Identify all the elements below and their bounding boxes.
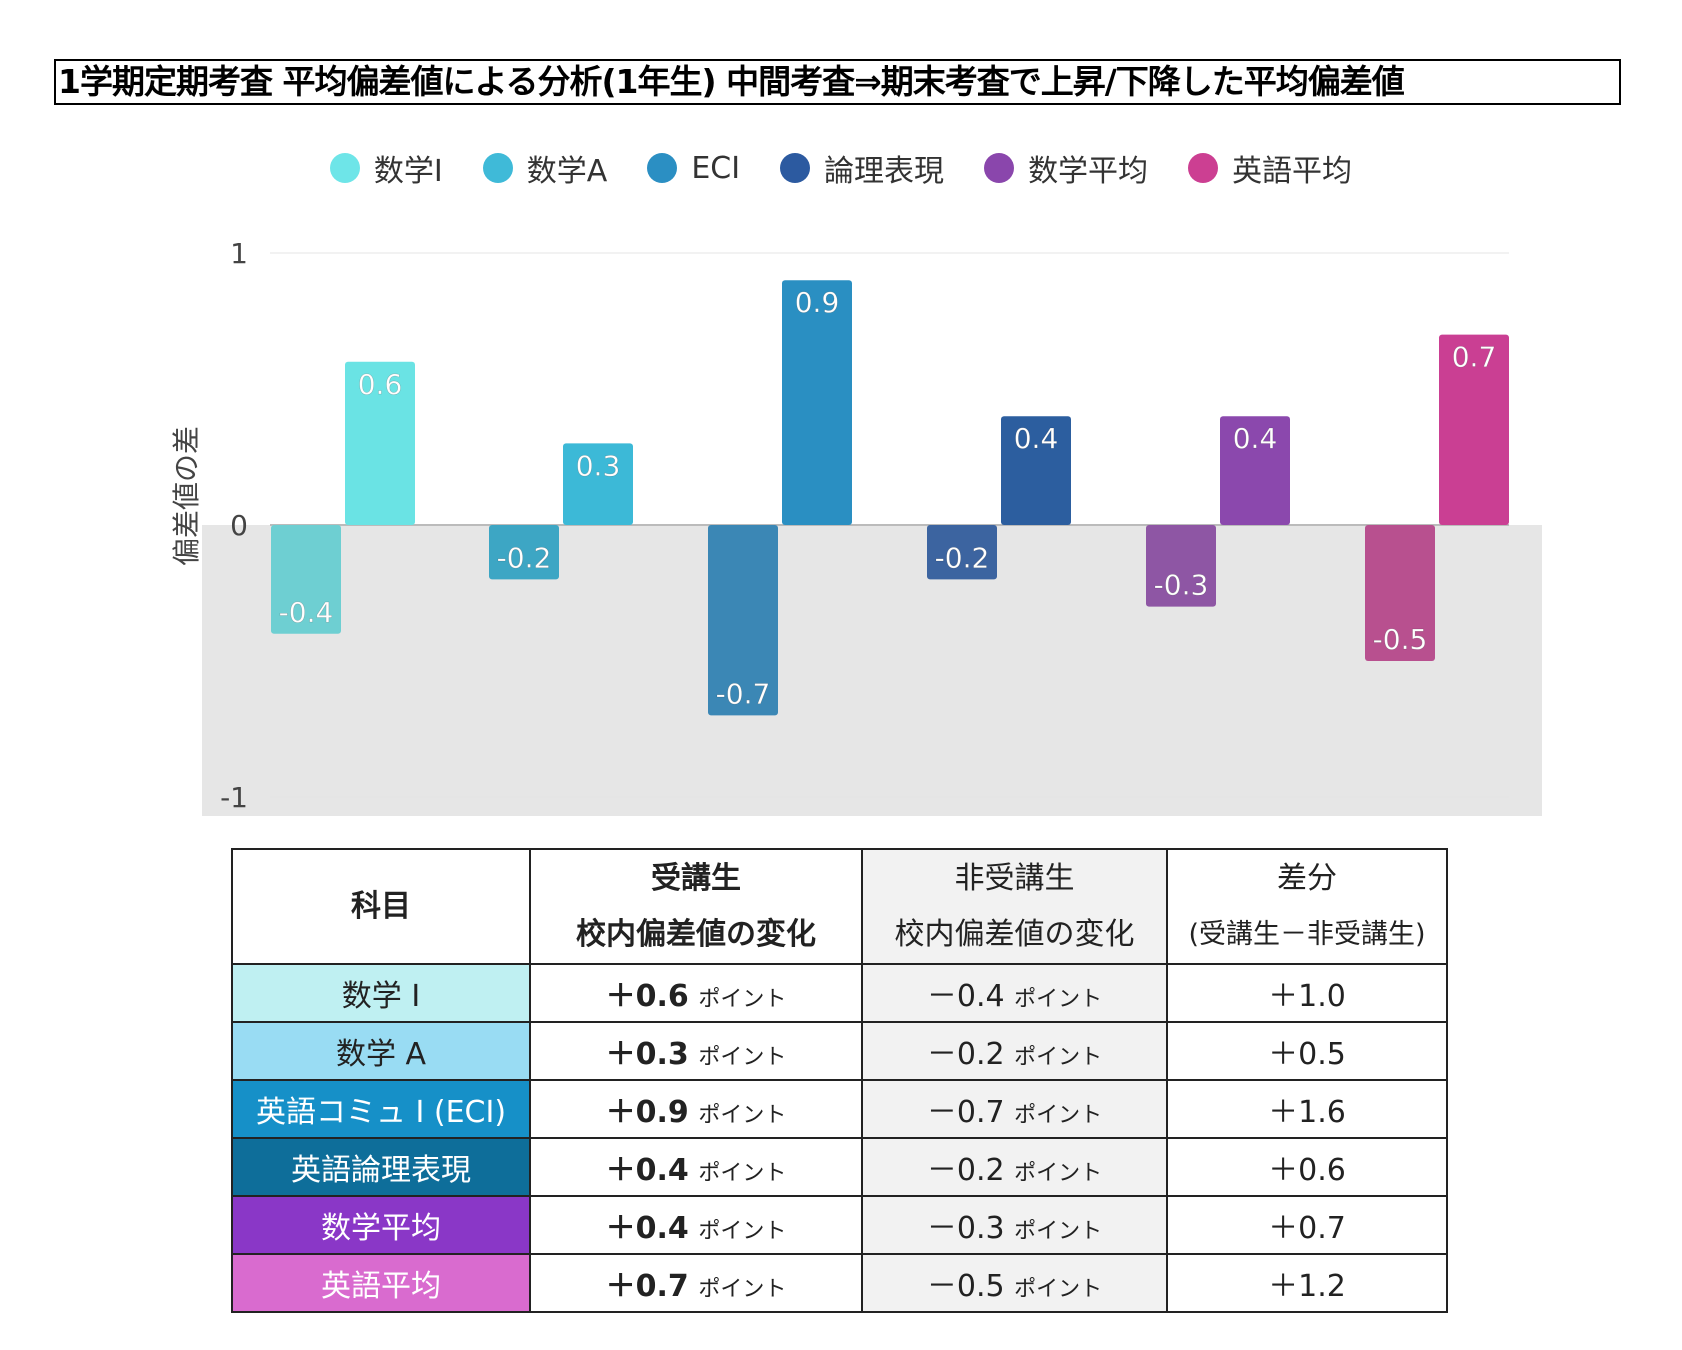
header-not-taking: 非受講生 校内偏差値の変化 [861,848,1168,965]
bar [489,525,559,580]
cell-diff: ＋1.0 [1166,963,1448,1023]
legend-marker [780,153,811,183]
legend-item: 数学A [482,146,608,190]
cell-not-taking: －0.7 ポイント [861,1079,1168,1139]
legend-label: ECI [691,150,741,186]
data-label: -0.4 [279,596,334,629]
cell-taking: ＋0.4 ポイント [529,1195,863,1255]
cell-diff: ＋0.7 [1166,1195,1448,1255]
legend-marker [482,153,513,183]
cell-subject: 数学平均 [231,1195,531,1255]
data-label: 0.6 [358,368,403,401]
cell-diff: ＋0.6 [1166,1137,1448,1197]
bar [782,280,852,525]
legend: 数学I 数学A ECI 論理表現 数学平均 英語平均 [0,146,1682,190]
y-tick-label: 1 [230,237,248,270]
cell-subject: 英語平均 [231,1253,531,1313]
data-label: -0.5 [1373,623,1428,656]
legend-marker [647,153,678,183]
y-tick-label: 0 [230,509,248,542]
cell-not-taking: －0.5 ポイント [861,1253,1168,1313]
bar [563,443,633,525]
summary-table: 科目 受講生 校内偏差値の変化 非受講生 校内偏差値の変化 差分 (受講生－非受講生)… [231,848,1448,1313]
table-row: 英語論理表現 ＋0.4 ポイント －0.2 ポイント ＋0.6 [231,1137,1448,1197]
bar [345,361,415,525]
y-axis-label: 偏差値の差 [170,426,203,566]
legend-label: 数学I [373,154,443,189]
data-label: -0.2 [935,541,990,574]
data-label: -0.3 [1154,569,1209,602]
cell-subject: 数学 I [231,963,531,1023]
y-tick-label: -1 [220,781,248,814]
data-label: 0.7 [1452,341,1497,374]
bar [1220,416,1290,525]
header-subject: 科目 [231,848,531,965]
cell-subject: 英語コミュ I (ECI) [231,1079,531,1139]
table-row: 数学平均 ＋0.4 ポイント －0.3 ポイント ＋0.7 [231,1195,1448,1255]
page-title: 1学期定期考査 平均偏差値による分析(1年生) 中間考査⇒期末考査で上昇/下降し… [54,59,1621,105]
table-row: 数学 I ＋0.6 ポイント －0.4 ポイント ＋1.0 [231,963,1448,1023]
cell-diff: ＋1.2 [1166,1253,1448,1313]
bar [1146,525,1216,607]
cell-not-taking: －0.2 ポイント [861,1137,1168,1197]
legend-item: 論理表現 [780,146,944,190]
table-row: 英語コミュ I (ECI) ＋0.9 ポイント －0.7 ポイント ＋1.6 [231,1079,1448,1139]
legend-item: 英語平均 [1188,146,1352,190]
legend-marker [984,153,1015,183]
cell-subject: 数学 A [231,1021,531,1081]
data-label: -0.7 [716,677,771,710]
cell-not-taking: －0.3 ポイント [861,1195,1168,1255]
data-label: 0.9 [795,286,840,319]
header-diff: 差分 (受講生－非受講生) [1166,848,1448,965]
cell-taking: ＋0.6 ポイント [529,963,863,1023]
legend-label: 英語平均 [1232,154,1353,189]
cell-taking: ＋0.7 ポイント [529,1253,863,1313]
table-header-row: 科目 受講生 校内偏差値の変化 非受講生 校内偏差値の変化 差分 (受講生－非受講生) [231,848,1448,965]
negative-region [202,525,1542,816]
header-taking: 受講生 校内偏差値の変化 [529,848,863,965]
bar [1001,416,1071,525]
data-label: 0.4 [1233,422,1278,455]
cell-subject: 英語論理表現 [231,1137,531,1197]
cell-diff: ＋1.6 [1166,1079,1448,1139]
legend-label: 数学A [526,154,608,189]
cell-diff: ＋0.5 [1166,1021,1448,1081]
cell-taking: ＋0.4 ポイント [529,1137,863,1197]
bar [1365,525,1435,661]
legend-item: 数学I [329,146,443,190]
data-label: -0.2 [497,541,552,574]
legend-label: 数学平均 [1028,154,1149,189]
cell-not-taking: －0.4 ポイント [861,963,1168,1023]
cell-taking: ＋0.3 ポイント [529,1021,863,1081]
data-label: 0.4 [1014,422,1059,455]
data-label: 0.3 [576,449,621,482]
bar [927,525,997,580]
table-row: 数学 A ＋0.3 ポイント －0.2 ポイント ＋0.5 [231,1021,1448,1081]
legend-marker [1188,153,1219,183]
legend-label: 論理表現 [824,154,945,189]
cell-not-taking: －0.2 ポイント [861,1021,1168,1081]
legend-item: 数学平均 [984,146,1148,190]
bar [708,525,778,716]
legend-item: ECI [647,146,740,190]
legend-marker [329,153,360,183]
cell-taking: ＋0.9 ポイント [529,1079,863,1139]
table-row: 英語平均 ＋0.7 ポイント －0.5 ポイント ＋1.2 [231,1253,1448,1313]
bar [1439,334,1509,525]
bar [271,525,341,634]
bar-chart: 1 0 -1 偏差値の差 -0.4 0.6 -0.2 0.3 -0.7 0.9 -0.2 0.4 -0.… [170,237,1542,816]
